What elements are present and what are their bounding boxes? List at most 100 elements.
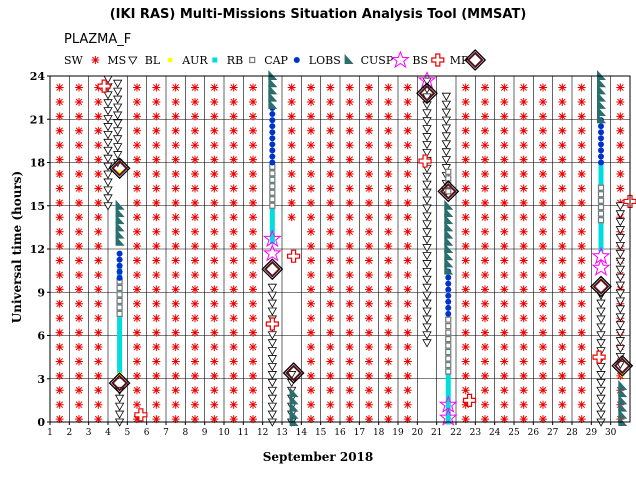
x-tick-label: 9 [202,428,208,438]
x-tick-label: 30 [605,428,617,438]
legend-label: CUSP [361,54,394,67]
sw-point [248,342,258,352]
x-tick-label: 28 [566,428,578,438]
sw-point [209,385,219,395]
sw-point [557,313,567,323]
sw-point [248,299,258,309]
legend-label: MS [107,54,126,67]
sw-point [171,169,181,179]
sw-point [229,400,239,410]
sw-point [190,371,200,381]
sw-point [190,284,200,294]
sw-point [229,169,239,179]
sw-point [248,212,258,222]
sw-point [287,111,297,121]
sw-point [577,385,587,395]
sw-point [345,328,355,338]
rb-point [269,196,276,203]
sw-point [461,270,471,280]
sw-point [480,183,490,193]
sw-point [461,328,471,338]
sw-point [93,371,103,381]
sw-point [151,212,161,222]
sw-point [171,270,181,280]
legend-symbol [128,56,138,65]
sw-point [171,313,181,323]
sw-point [209,241,219,251]
sw-point [74,83,84,93]
sw-point [403,328,413,338]
sw-point [403,385,413,395]
x-tick-label: 14 [296,428,308,438]
sw-point [577,342,587,352]
cap-point [598,141,604,148]
sw-point [190,198,200,208]
sw-point [403,169,413,179]
sw-point [151,342,161,352]
cap-point [269,135,276,142]
sw-point [325,313,335,323]
aur-point [598,227,604,233]
sw-point [93,198,103,208]
aur-point [269,225,275,231]
sw-point [306,212,316,222]
aur-point [117,354,123,360]
sw-point [190,227,200,237]
legend-symbol [344,54,354,64]
sw-point [171,126,181,136]
sw-point [480,256,490,266]
sw-point [364,212,374,222]
rb-point [269,170,276,177]
sw-point [519,183,529,193]
sw-point [55,284,65,294]
sw-point [345,256,355,266]
sw-point [480,400,490,410]
sw-point [93,328,103,338]
sw-point [229,356,239,366]
sw-point [55,212,65,222]
sw-point [132,198,142,208]
sw-point [383,140,393,150]
sw-point [577,183,587,193]
sw-point [248,183,258,193]
sw-point [55,155,65,165]
sw-point [74,400,84,410]
sw-point [190,328,200,338]
sw-point [287,126,297,136]
sw-point [306,270,316,280]
sw-point [499,97,509,107]
legend-label: AUR [181,54,208,67]
y-tick-label: 24 [30,70,46,83]
sw-point [229,299,239,309]
sw-point [403,183,413,193]
sw-point [364,97,374,107]
sw-point [383,256,393,266]
sw-point [577,313,587,323]
x-tick-label: 4 [105,428,111,438]
sw-point [364,385,374,395]
sw-point [151,111,161,121]
x-tick-label: 21 [431,428,442,438]
sw-point [306,169,316,179]
sw-point [615,83,625,93]
sw-point [519,284,529,294]
sw-point [306,155,316,165]
sw-point [171,97,181,107]
sw-point [519,299,529,309]
sw-point [93,313,103,323]
sw-point [55,356,65,366]
sw-point [287,183,297,193]
sw-point [499,227,509,237]
cap-point [598,153,604,160]
sw-point [325,270,335,280]
sw-point [132,126,142,136]
x-tick-label: 11 [238,428,249,438]
legend-symbol [167,57,173,63]
x-tick-label: 19 [392,428,404,438]
sw-point [480,97,490,107]
sw-point [190,342,200,352]
sw-point [74,155,84,165]
cap-point [598,123,604,130]
sw-point [151,313,161,323]
sw-point [577,227,587,237]
